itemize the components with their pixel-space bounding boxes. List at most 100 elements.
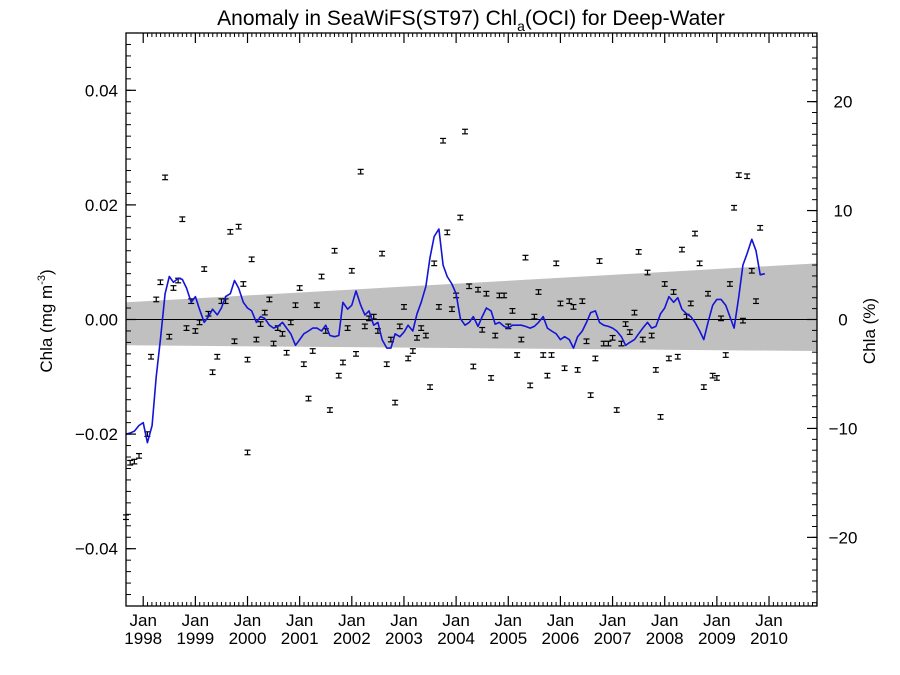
- data-point: [661, 281, 668, 287]
- x-tick-label-month: Jan: [755, 611, 782, 630]
- title-subscript: a: [517, 18, 525, 34]
- data-point: [713, 375, 720, 381]
- x-tick-label-year: 1998: [124, 629, 162, 648]
- x-tick-label-month: Jan: [703, 611, 730, 630]
- data-point: [383, 361, 390, 368]
- data-point: [209, 369, 216, 376]
- data-point: [414, 334, 421, 341]
- x-tick-label-month: Jan: [338, 611, 365, 630]
- data-point: [501, 292, 508, 299]
- data-point: [557, 300, 564, 307]
- data-point: [305, 395, 312, 402]
- ylabel-left-superscript: -3: [36, 275, 48, 285]
- data-point: [535, 289, 542, 295]
- y-tick-label-right: 10: [834, 202, 853, 221]
- x-tick-label-year: 2010: [750, 629, 788, 648]
- data-point: [596, 258, 603, 264]
- data-point: [196, 319, 203, 326]
- data-point: [639, 336, 646, 343]
- y-tick-label-left: −0.02: [75, 425, 118, 444]
- data-point: [227, 228, 234, 235]
- data-point: [231, 338, 238, 345]
- plot-area: [123, 128, 817, 521]
- data-point: [479, 326, 486, 333]
- data-point: [405, 355, 412, 362]
- data-point: [279, 330, 286, 337]
- x-tick-label-year: 2001: [281, 629, 319, 648]
- data-point: [609, 334, 616, 341]
- data-point: [583, 338, 590, 345]
- x-tick-label-month: Jan: [651, 611, 678, 630]
- ticks-x: Jan1998Jan1999Jan2000Jan2001Jan2002Jan20…: [124, 33, 788, 648]
- data-point: [548, 352, 555, 358]
- x-tick-label-month: Jan: [182, 611, 209, 630]
- data-point: [579, 298, 586, 305]
- data-point: [544, 372, 551, 379]
- data-point: [435, 304, 442, 310]
- data-point: [183, 325, 190, 331]
- data-point: [296, 285, 303, 291]
- data-point: [566, 298, 573, 305]
- x-tick-label-year: 2002: [333, 629, 371, 648]
- data-point: [574, 367, 581, 373]
- data-point: [431, 260, 438, 267]
- data-point: [235, 223, 242, 230]
- data-point: [352, 350, 359, 357]
- series-line: [125, 228, 765, 444]
- data-point: [678, 246, 685, 253]
- data-point: [162, 174, 169, 181]
- data-point: [166, 333, 173, 340]
- y-tick-label-right: 20: [834, 93, 853, 112]
- data-point: [136, 452, 143, 459]
- data-point: [326, 407, 333, 413]
- data-point: [248, 256, 255, 263]
- data-point: [518, 336, 525, 343]
- data-point: [418, 325, 425, 331]
- data-point: [509, 308, 516, 314]
- data-point: [270, 340, 277, 347]
- data-point: [657, 414, 664, 420]
- data-point: [709, 372, 716, 379]
- data-point: [127, 459, 134, 466]
- data-point: [422, 332, 429, 339]
- data-point: [261, 309, 268, 316]
- data-point: [540, 352, 547, 358]
- data-point: [131, 458, 138, 465]
- data-point: [531, 313, 538, 320]
- chart-title: Anomaly in SeaWiFS(ST97) Chla(OCI) for D…: [217, 7, 725, 34]
- data-point: [731, 204, 738, 211]
- data-point: [283, 349, 290, 356]
- data-point: [492, 332, 499, 339]
- trend-band: [126, 263, 817, 352]
- data-point: [483, 290, 490, 297]
- ticks-left: −0.04 −0.02 0.00 0.02 0.04: [75, 81, 136, 559]
- data-point: [361, 323, 368, 330]
- title-suffix: (OCI) for Deep-Water: [525, 7, 725, 30]
- x-tick-label-year: 1999: [176, 629, 214, 648]
- data-point: [687, 300, 694, 307]
- x-tick-label-year: 2009: [698, 629, 736, 648]
- data-point: [722, 352, 729, 358]
- data-point: [605, 340, 612, 347]
- y-tick-label-left: −0.04: [75, 540, 118, 559]
- data-point: [457, 214, 464, 221]
- x-tick-label-year: 2007: [594, 629, 632, 648]
- data-point: [752, 298, 759, 305]
- data-point: [148, 353, 155, 360]
- x-tick-label-year: 2000: [229, 629, 267, 648]
- data-point: [318, 273, 325, 280]
- data-point: [240, 281, 247, 287]
- minor-ticks: [126, 32, 818, 607]
- data-point: [726, 281, 733, 287]
- data-point: [448, 306, 455, 313]
- y-tick-label-left: 0.02: [85, 196, 118, 215]
- data-point: [192, 328, 199, 334]
- data-point: [201, 266, 208, 272]
- data-point: [470, 363, 477, 370]
- data-point: [179, 216, 186, 223]
- data-point: [674, 353, 681, 360]
- x-tick-label-month: Jan: [129, 611, 156, 630]
- data-point: [257, 321, 264, 327]
- data-point: [587, 392, 594, 399]
